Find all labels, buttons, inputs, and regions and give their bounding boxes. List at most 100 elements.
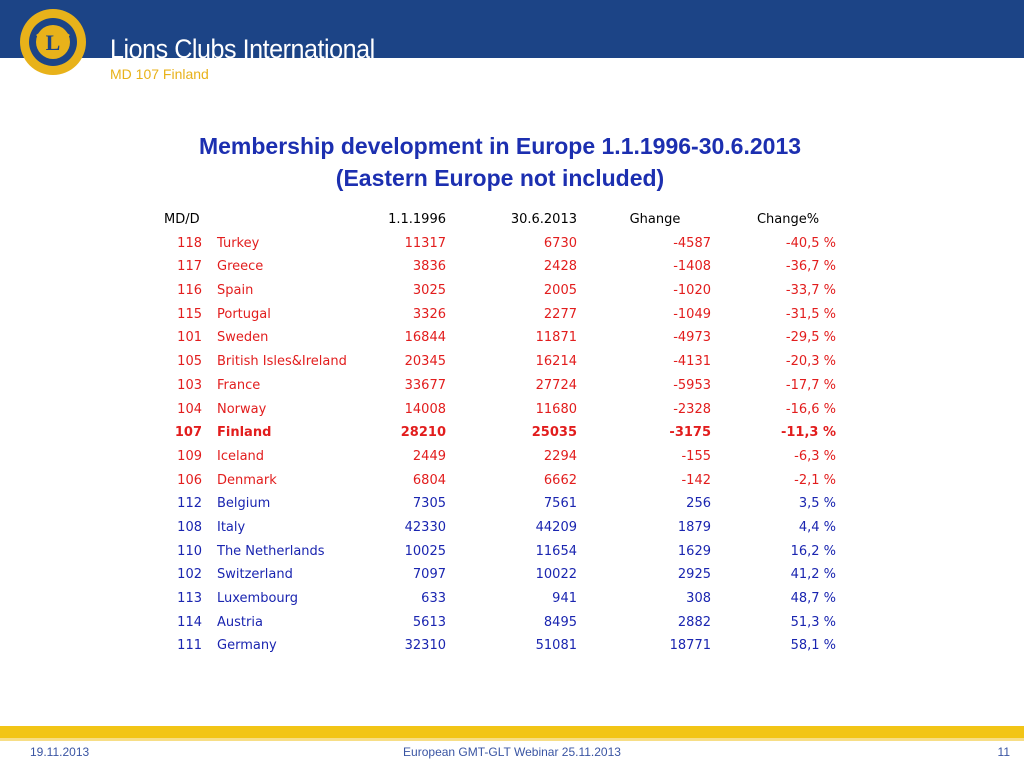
footer-date: 19.11.2013 xyxy=(30,745,90,759)
members-1996-cell: 3025 xyxy=(412,283,446,299)
country-cell: Austria xyxy=(217,614,263,630)
change-cell: -2328 xyxy=(673,401,711,417)
md-cell: 114 xyxy=(177,614,202,630)
change-pct-cell: -33,7 % xyxy=(785,283,836,299)
header-1996: 1.1.1996 xyxy=(388,212,446,227)
members-1996-cell: 3326 xyxy=(412,306,446,322)
country-cell: Luxembourg xyxy=(217,591,299,606)
members-1996-cell: 7097 xyxy=(412,567,446,583)
md-cell: 110 xyxy=(177,543,202,559)
change-cell: -4973 xyxy=(673,330,711,346)
members-1996-cell: 5613 xyxy=(412,614,446,630)
header-md: MD/D xyxy=(164,212,200,227)
change-cell: 1629 xyxy=(677,543,711,559)
brand-name: Lions Clubs International xyxy=(110,34,375,64)
svg-text:L: L xyxy=(46,30,61,55)
table-header-row: MD/D 1.1.1996 30.6.2013 Ghange Change% xyxy=(160,209,850,233)
table-row: 109 Iceland 2449 2294 -155 -6,3 % xyxy=(160,446,850,470)
change-pct-cell: -20,3 % xyxy=(785,354,836,370)
change-cell: -1408 xyxy=(673,259,711,275)
slide-subtitle: (Eastern Europe not included) xyxy=(335,165,665,191)
members-2013-cell: 2428 xyxy=(543,259,577,275)
country-cell: British Isles&Ireland xyxy=(217,354,347,370)
header-change: Ghange xyxy=(629,212,681,227)
country-cell: Turkey xyxy=(217,235,260,251)
change-pct-cell: -6,3 % xyxy=(794,448,836,464)
md-cell: 116 xyxy=(177,283,202,299)
footer-event: European GMT-GLT Webinar 25.11.2013 xyxy=(403,745,621,759)
country-cell: Spain xyxy=(217,283,254,299)
change-cell: -5953 xyxy=(673,377,711,393)
members-1996-cell: 33677 xyxy=(404,377,446,393)
members-2013-cell: 27724 xyxy=(535,377,577,393)
change-cell: -1020 xyxy=(673,283,711,299)
md-cell: 111 xyxy=(177,638,202,654)
change-pct-cell: 3,5 % xyxy=(798,496,836,512)
change-cell: 18771 xyxy=(669,638,711,654)
table-row: 116 Spain 3025 2005 -1020 -33,7 % xyxy=(160,280,850,304)
change-pct-cell: -11,3 % xyxy=(780,425,836,441)
members-2013-cell: 2005 xyxy=(543,283,577,299)
country-cell: Switzerland xyxy=(217,567,293,583)
table-row: 115 Portugal 3326 2277 -1049 -31,5 % xyxy=(160,304,850,328)
change-pct-cell: -2,1 % xyxy=(794,472,836,488)
md-cell: 113 xyxy=(177,591,202,606)
change-cell: -142 xyxy=(681,472,711,488)
change-cell: 2882 xyxy=(677,614,711,630)
members-2013-cell: 11871 xyxy=(535,330,577,346)
md-cell: 101 xyxy=(177,330,202,346)
footer-band xyxy=(0,726,1024,738)
change-pct-cell: 51,3 % xyxy=(790,614,836,630)
md-cell: 107 xyxy=(174,425,202,441)
country-cell: Finland xyxy=(217,425,272,441)
table-row: 112 Belgium 7305 7561 256 3,5 % xyxy=(160,493,850,517)
change-cell: 1879 xyxy=(677,519,711,535)
header-band xyxy=(0,0,1024,58)
country-cell: Norway xyxy=(217,401,267,417)
md-cell: 109 xyxy=(177,448,202,464)
members-2013-cell: 941 xyxy=(552,591,577,606)
country-cell: Belgium xyxy=(217,496,271,512)
md-cell: 103 xyxy=(177,377,202,393)
page-number: 11 xyxy=(997,745,1010,759)
members-2013-cell: 10022 xyxy=(535,567,577,583)
change-cell: -1049 xyxy=(673,306,711,322)
country-cell: France xyxy=(217,377,261,393)
change-pct-cell: 48,7 % xyxy=(790,591,836,606)
members-1996-cell: 7305 xyxy=(412,496,446,512)
header-change-pct: Change% xyxy=(756,212,820,227)
members-1996-cell: 633 xyxy=(421,591,446,606)
members-2013-cell: 16214 xyxy=(535,354,577,370)
table-row-highlighted: 107 Finland 28210 25035 -3175 -11,3 % xyxy=(160,422,850,446)
change-pct-cell: -17,7 % xyxy=(785,377,836,393)
table-row: 103 France 33677 27724 -5953 -17,7 % xyxy=(160,375,850,399)
members-2013-cell: 2277 xyxy=(543,306,577,322)
change-pct-cell: -31,5 % xyxy=(785,306,836,322)
table-row: 104 Norway 14008 11680 -2328 -16,6 % xyxy=(160,399,850,423)
md-cell: 112 xyxy=(177,496,202,512)
members-2013-cell: 44209 xyxy=(535,519,577,535)
members-1996-cell: 20345 xyxy=(404,354,446,370)
change-cell: -155 xyxy=(681,448,711,464)
members-2013-cell: 6730 xyxy=(543,235,577,251)
members-1996-cell: 16844 xyxy=(404,330,446,346)
table-row: 117 Greece 3836 2428 -1408 -36,7 % xyxy=(160,256,850,280)
members-2013-cell: 2294 xyxy=(543,448,577,464)
members-2013-cell: 11680 xyxy=(535,401,577,417)
table-row: 118 Turkey 11317 6730 -4587 -40,5 % xyxy=(160,233,850,257)
header-2013: 30.6.2013 xyxy=(510,212,577,227)
change-cell: -4587 xyxy=(673,235,711,251)
slide-title: Membership development in Europe 1.1.199… xyxy=(198,133,802,159)
table-row: 114 Austria 5613 8495 2882 51,3 % xyxy=(160,612,850,636)
md-cell: 106 xyxy=(177,472,202,488)
members-1996-cell: 42330 xyxy=(404,519,446,535)
country-cell: Italy xyxy=(217,519,246,535)
change-pct-cell: 4,4 % xyxy=(798,519,836,535)
table-row: 106 Denmark 6804 6662 -142 -2,1 % xyxy=(160,470,850,494)
change-pct-cell: -40,5 % xyxy=(785,235,836,251)
membership-table: MD/D 1.1.1996 30.6.2013 Ghange Change% 1… xyxy=(160,209,850,659)
members-1996-cell: 32310 xyxy=(404,638,446,654)
members-2013-cell: 6662 xyxy=(543,472,577,488)
table-row: 102 Switzerland 7097 10022 2925 41,2 % xyxy=(160,564,850,588)
change-pct-cell: -16,6 % xyxy=(785,401,836,417)
